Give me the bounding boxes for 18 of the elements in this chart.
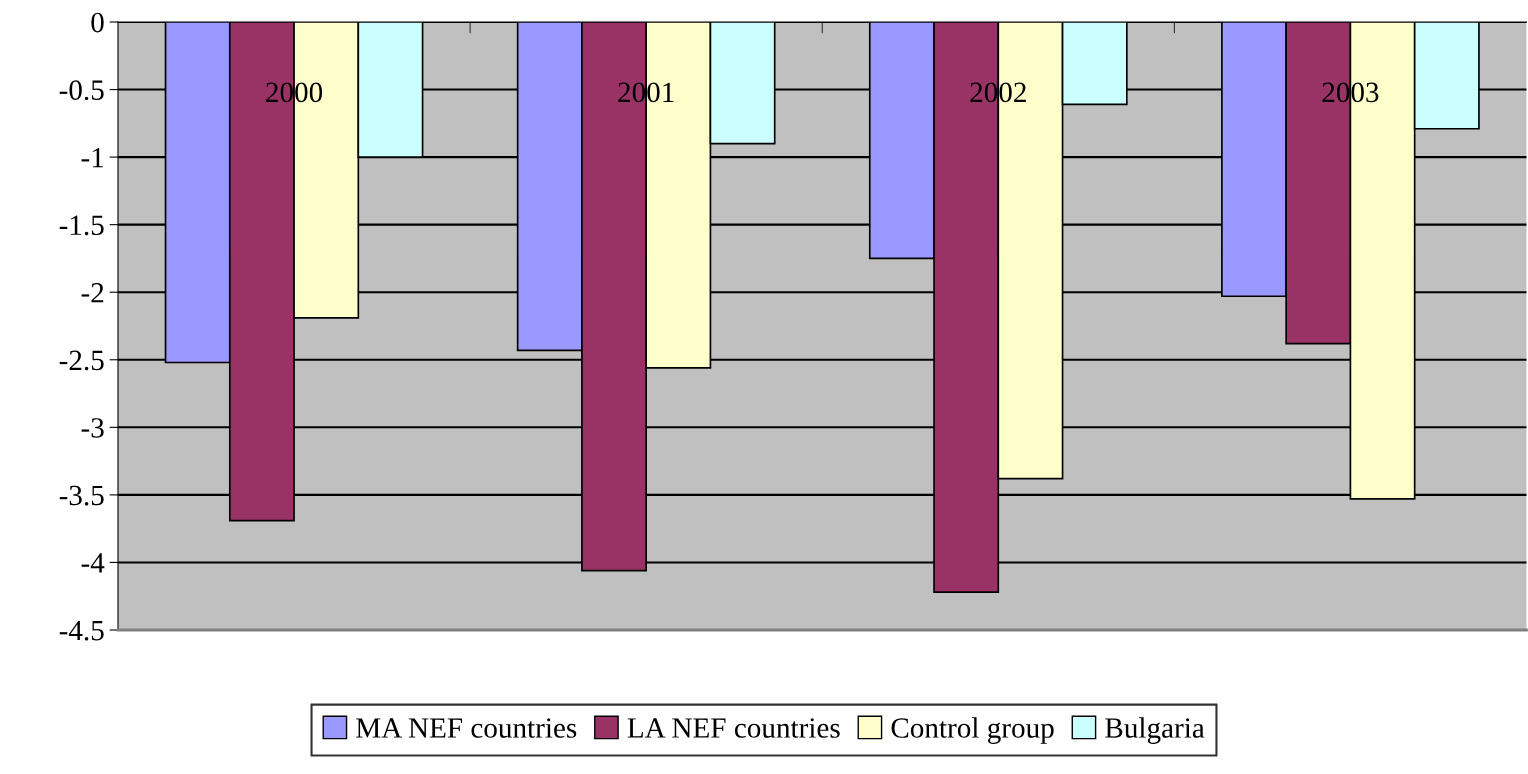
y-tick-label: -1 (81, 147, 104, 168)
legend-label: Bulgaria (1105, 717, 1205, 744)
x-tick-label: 2003 (1322, 82, 1379, 103)
y-tick-label: -4.5 (59, 620, 104, 641)
x-tick-label: 2001 (618, 82, 674, 103)
y-tick-label: -4 (81, 553, 105, 573)
y-tick-label: -3.5 (59, 485, 104, 506)
x-tick-label: 2000 (266, 82, 323, 103)
y-tick-label: 0 (91, 12, 104, 33)
x-tick-label: 2002 (970, 82, 1026, 103)
y-tick-label: -2.5 (59, 350, 104, 371)
y-tick-label: -0.5 (59, 80, 104, 101)
y-tick-label: -3 (81, 418, 104, 438)
legend-label: LA NEF countries (627, 718, 840, 738)
y-tick-label: -2 (81, 283, 104, 303)
y-tick-label: -1.5 (59, 215, 104, 236)
legend-label: MA NEF countries (356, 718, 577, 738)
legend-label: Control group (891, 717, 1054, 744)
